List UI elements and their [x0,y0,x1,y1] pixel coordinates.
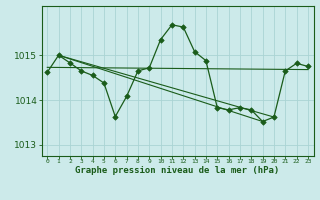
X-axis label: Graphe pression niveau de la mer (hPa): Graphe pression niveau de la mer (hPa) [76,166,280,175]
